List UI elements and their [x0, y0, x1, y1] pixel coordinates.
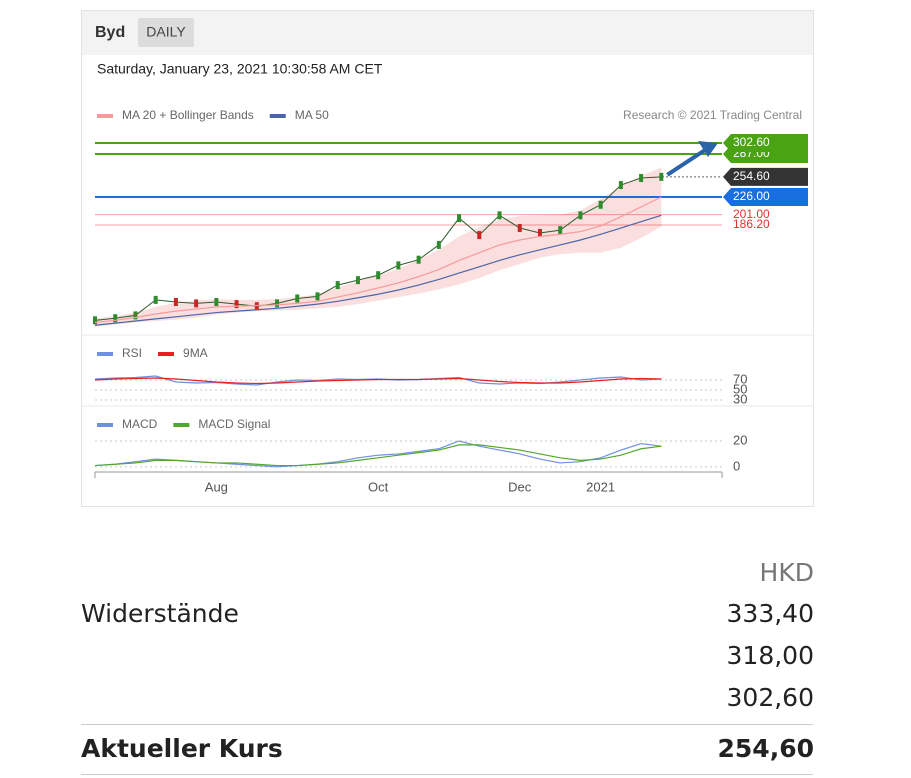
candle [618, 181, 623, 190]
candle [295, 294, 300, 303]
legend-swatch [97, 352, 113, 356]
y-tick-label: 70 [733, 371, 747, 386]
candle [133, 311, 138, 320]
datetime: Saturday, January 23, 2021 10:30:58 AM C… [97, 61, 383, 77]
candle [315, 292, 320, 301]
projection-arrowhead [698, 141, 718, 158]
legend-label: RSI [122, 346, 142, 360]
series-line [94, 214, 662, 326]
candle [517, 224, 522, 233]
candle [113, 314, 118, 323]
legend-label: MA 50 [295, 108, 329, 122]
y-tick-label: 30 [733, 391, 747, 406]
candle [659, 172, 664, 181]
series-line [94, 196, 662, 324]
chart-card: Byd DAILY Saturday, January 23, 2021 10:… [81, 10, 814, 507]
candle [355, 276, 360, 285]
candle [234, 300, 239, 309]
legend-swatch [97, 114, 113, 118]
y-tick-label: 20 [733, 432, 747, 447]
value: 333,40 [726, 599, 814, 628]
header-bar [82, 11, 813, 55]
legend-swatch [173, 423, 190, 427]
candle [173, 297, 178, 306]
candle [639, 173, 644, 182]
candle [457, 214, 462, 223]
symbol: Byd [95, 24, 125, 41]
level-label: 226.00 [733, 189, 770, 203]
candle [153, 295, 158, 304]
candle [214, 297, 219, 306]
x-tick-label: Aug [205, 479, 228, 494]
level-label: 302.60 [733, 135, 770, 149]
period[interactable]: DAILY [146, 24, 186, 40]
legend-swatch [97, 423, 113, 427]
legend-swatch [269, 114, 286, 118]
level-tag [723, 134, 808, 153]
value: 302,60 [726, 683, 814, 712]
period-badge[interactable] [138, 18, 194, 47]
candle [416, 255, 421, 264]
candle [396, 261, 401, 270]
candle [477, 231, 482, 240]
projection-arrow [666, 146, 710, 177]
series-line [94, 377, 662, 385]
candle [497, 211, 502, 220]
legend-label: 9MA [183, 346, 208, 360]
series-line [94, 444, 662, 467]
divider [81, 774, 813, 775]
level-label: 186.20 [733, 217, 770, 231]
level-label: 254.60 [733, 169, 770, 183]
candle [254, 302, 259, 311]
legend-label: MACD [122, 417, 158, 431]
candle [194, 299, 199, 308]
candle [376, 271, 381, 280]
y-tick-label: 0 [733, 458, 740, 473]
x-tick-label: Oct [368, 479, 389, 494]
candle [598, 200, 603, 209]
candle [537, 228, 542, 237]
candle [93, 316, 97, 325]
legend-label: MACD Signal [198, 417, 270, 431]
level-tag [723, 188, 808, 207]
candle [335, 281, 340, 290]
legend-label: MA 20 + Bollinger Bands [122, 108, 254, 122]
candle [275, 299, 280, 308]
y-tick-label: 50 [733, 381, 747, 396]
value: 318,00 [726, 641, 814, 670]
x-tick-label: 2021 [586, 479, 615, 494]
currency: HKD [759, 558, 814, 587]
row-label: Aktueller Kurs [81, 734, 283, 763]
value: 254,60 [717, 734, 814, 763]
divider [81, 724, 813, 725]
candle [436, 240, 441, 249]
level-tag [723, 167, 808, 186]
legend-swatch [158, 352, 175, 356]
source: Research © 2021 Trading Central [623, 108, 802, 122]
candle [558, 226, 563, 235]
row-label: Widerstände [81, 599, 239, 628]
candle [578, 211, 583, 220]
x-tick-label: Dec [508, 479, 532, 494]
level-label: 201.00 [733, 207, 770, 221]
